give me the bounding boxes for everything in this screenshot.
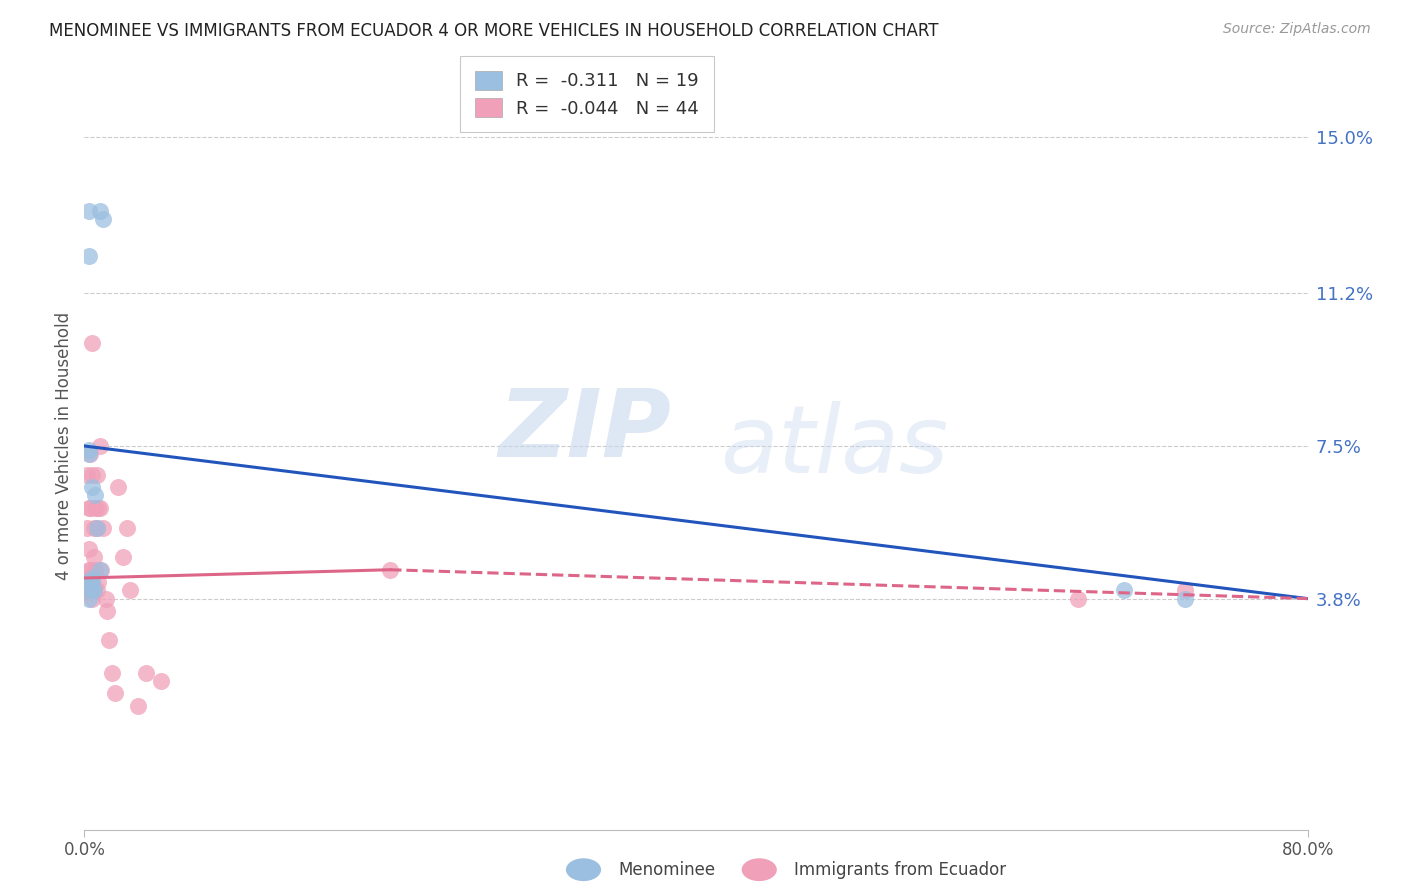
- Point: [1067, 591, 1090, 606]
- Point: [91, 521, 114, 535]
- Point: [86, 521, 108, 535]
- Point: [115, 521, 138, 535]
- Point: [80, 335, 103, 350]
- Point: [76, 583, 98, 598]
- Text: Source: ZipAtlas.com: Source: ZipAtlas.com: [1223, 22, 1371, 37]
- Point: [97, 632, 120, 647]
- Point: [1114, 583, 1136, 598]
- Point: [84, 563, 107, 577]
- Point: [84, 488, 107, 502]
- Point: [89, 203, 111, 218]
- Point: [77, 542, 100, 557]
- Point: [79, 500, 101, 515]
- Text: ZIP: ZIP: [499, 384, 672, 476]
- Point: [120, 583, 142, 598]
- Y-axis label: 4 or more Vehicles in Household: 4 or more Vehicles in Household: [55, 312, 73, 580]
- Point: [107, 480, 129, 494]
- Point: [86, 521, 108, 535]
- Point: [75, 571, 97, 585]
- Point: [1174, 583, 1197, 598]
- Point: [111, 550, 134, 565]
- Point: [77, 563, 100, 577]
- Point: [94, 591, 117, 606]
- Point: [76, 467, 98, 482]
- Point: [77, 591, 100, 606]
- Text: atlas: atlas: [720, 401, 949, 491]
- Point: [77, 575, 100, 590]
- Point: [135, 665, 157, 680]
- Point: [89, 563, 111, 577]
- Point: [76, 521, 98, 535]
- Point: [77, 500, 100, 515]
- Point: [83, 550, 105, 565]
- Point: [90, 563, 112, 577]
- Point: [83, 521, 105, 535]
- Legend: R =  -0.311   N = 19, R =  -0.044   N = 44: R = -0.311 N = 19, R = -0.044 N = 44: [460, 56, 713, 132]
- Point: [77, 447, 100, 461]
- Point: [87, 575, 110, 590]
- Point: [87, 500, 110, 515]
- Point: [1174, 591, 1197, 606]
- Point: [77, 443, 100, 458]
- Point: [79, 575, 101, 590]
- Point: [101, 665, 124, 680]
- Text: Immigrants from Ecuador: Immigrants from Ecuador: [794, 861, 1007, 879]
- Point: [91, 212, 114, 227]
- Point: [380, 563, 402, 577]
- Point: [80, 480, 103, 494]
- Point: [77, 203, 100, 218]
- Point: [104, 686, 127, 700]
- Point: [79, 447, 101, 461]
- Point: [75, 583, 97, 598]
- Point: [89, 500, 111, 515]
- Point: [96, 604, 118, 618]
- Point: [80, 467, 103, 482]
- Point: [86, 467, 108, 482]
- Text: Menominee: Menominee: [619, 861, 716, 879]
- Text: MENOMINEE VS IMMIGRANTS FROM ECUADOR 4 OR MORE VEHICLES IN HOUSEHOLD CORRELATION: MENOMINEE VS IMMIGRANTS FROM ECUADOR 4 O…: [49, 22, 939, 40]
- Point: [83, 583, 105, 598]
- Point: [84, 500, 107, 515]
- Point: [127, 698, 149, 713]
- Point: [89, 439, 111, 453]
- Point: [80, 575, 103, 590]
- Point: [77, 583, 100, 598]
- Point: [80, 591, 103, 606]
- Point: [79, 563, 101, 577]
- Point: [83, 583, 105, 598]
- Point: [77, 249, 100, 263]
- Point: [149, 674, 172, 689]
- Point: [80, 571, 103, 585]
- Point: [86, 583, 108, 598]
- Point: [80, 583, 103, 598]
